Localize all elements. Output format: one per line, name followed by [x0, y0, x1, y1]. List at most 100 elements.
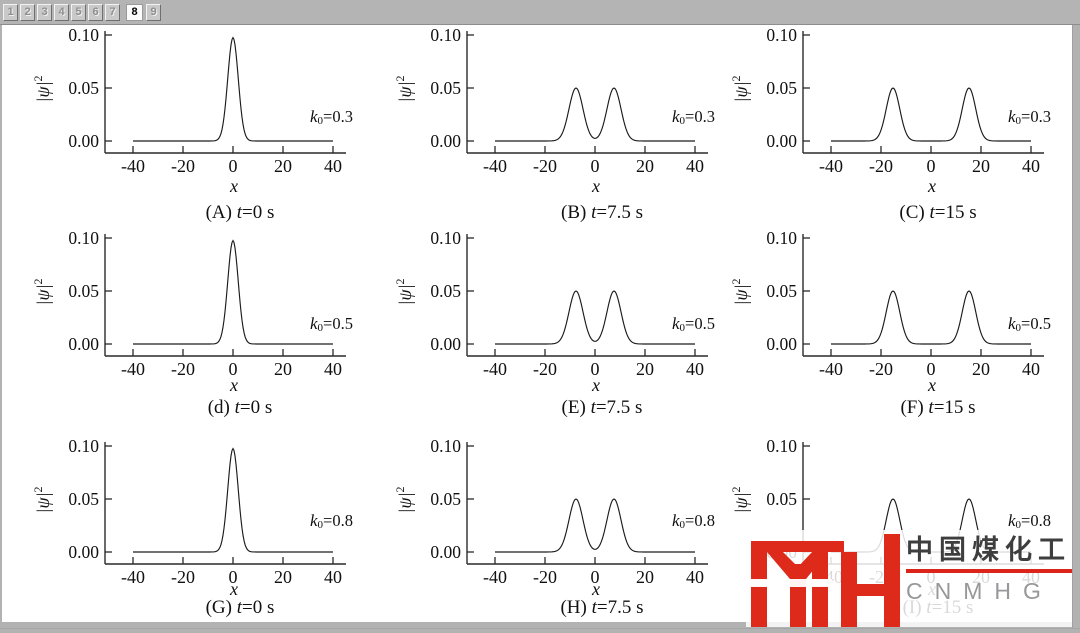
cnmhg-watermark: 中国煤化工 CNMHG	[746, 530, 1078, 627]
subplot-C: 0.00 0.05 0.10 -40 -20 0 20 40 |ψ|2 x (C) t=15 s k0…	[726, 25, 1078, 230]
logo-red-bars	[748, 534, 900, 627]
y-axis-title: |ψ|2	[729, 486, 751, 513]
y-tick-label: 0.10	[68, 436, 99, 456]
x-tick-label: 0	[229, 156, 238, 176]
x-axis-title: x	[591, 579, 600, 599]
y-tick-label: 0.10	[766, 25, 797, 45]
subplot-svg-H: 0.00 0.05 0.10 -40 -20 0 20 40 |ψ|2 x(H) t=7.5 s k…	[393, 436, 715, 618]
subplot-caption: (H) t=7.5 s	[560, 597, 643, 618]
x-tick-label: -40	[121, 567, 145, 587]
x-axis-title: x	[591, 375, 600, 395]
y-tick-label: 0.10	[430, 228, 461, 248]
y-tick-label: 0.10	[766, 436, 797, 456]
watermark-underline	[906, 569, 1078, 573]
y-tick-label: 0.10	[430, 436, 461, 456]
y-tick-label: 0.05	[430, 489, 461, 509]
y-tick-label: 0.05	[766, 78, 797, 98]
x-tick-label: -20	[869, 156, 893, 176]
page-button-1[interactable]: 1	[3, 3, 18, 21]
x-tick-label: -20	[171, 567, 195, 587]
subplot-caption: (G) t=0 s	[206, 597, 275, 618]
subplot-d: 0.00 0.05 0.10 -40 -20 0 20 40 |ψ|2 x (d) t=0 s k0=…	[28, 228, 380, 433]
subplot-svg-d: 0.00 0.05 0.10 -40 -20 0 20 40 |ψ|2 x(d) t=0 s k0=…	[31, 228, 353, 418]
page-button-2[interactable]: 2	[20, 3, 35, 21]
y-axis-title: |ψ|2	[31, 278, 53, 305]
y-tick-label: 0.05	[766, 489, 797, 509]
x-tick-label: 0	[591, 156, 600, 176]
page-content	[2, 25, 1072, 622]
subplot-svg-F: 0.00 0.05 0.10 -40 -20 0 20 40 |ψ|2 x(F) t=15 s k0…	[729, 228, 1051, 418]
subplot-svg-G: 0.00 0.05 0.10 -40 -20 0 20 40 |ψ|2 x(G) t=0 s k0=…	[31, 436, 353, 618]
x-tick-label: 40	[686, 567, 704, 587]
x-tick-label: 20	[274, 359, 292, 379]
y-axis-title: |ψ|2	[729, 75, 751, 102]
x-tick-label: 40	[1022, 156, 1040, 176]
x-tick-label: -20	[533, 359, 557, 379]
x-axis-title: x	[229, 579, 238, 599]
y-tick-label: 0.05	[430, 78, 461, 98]
k0-annotation: k0=0.8	[310, 511, 353, 531]
x-tick-label: -40	[483, 156, 507, 176]
x-tick-label: 20	[972, 359, 990, 379]
wavepacket-curve	[831, 290, 1031, 345]
x-tick-label: -40	[819, 359, 843, 379]
k0-annotation: k0=0.3	[672, 107, 715, 127]
subplot-svg-A: 0.00 0.05 0.10 -40 -20 0 20 40 |ψ|2 x (A) t=0 s k0=…	[31, 25, 353, 223]
subplot-svg-C: 0.00 0.05 0.10 -40 -20 0 20 40 |ψ|2 x (C) t=15 s k0…	[729, 25, 1051, 223]
x-axis-title: x	[229, 375, 238, 395]
cnmhg-text-block: 中国煤化工 CNMHG	[906, 536, 1080, 605]
x-axis-title: x	[229, 176, 238, 196]
k0-annotation: k0=0.8	[1008, 511, 1051, 531]
y-tick-label: 0.00	[766, 334, 797, 354]
page-button-7[interactable]: 7	[105, 3, 120, 21]
page-button-5[interactable]: 5	[71, 3, 86, 21]
page-button-8[interactable]: 8	[126, 3, 143, 21]
y-tick-label: 0.00	[430, 334, 461, 354]
page-button-9[interactable]: 9	[146, 3, 161, 21]
x-tick-label: 40	[324, 567, 342, 587]
k0-annotation: k0=0.3	[310, 107, 353, 127]
x-tick-label: -40	[819, 156, 843, 176]
y-tick-label: 0.00	[68, 542, 99, 562]
x-tick-label: 20	[636, 359, 654, 379]
subplot-caption: (A) t=0 s	[206, 202, 275, 223]
subplot-caption: (B) t=7.5 s	[561, 202, 643, 223]
y-tick-label: 0.00	[766, 131, 797, 151]
x-tick-label: 20	[636, 156, 654, 176]
y-tick-label: 0.00	[430, 542, 461, 562]
page-button-6[interactable]: 6	[88, 3, 103, 21]
subplot-E: 0.00 0.05 0.10 -40 -20 0 20 40 |ψ|2 x (E) t=7.5 s k…	[390, 228, 742, 433]
subplot-F: 0.00 0.05 0.10 -40 -20 0 20 40 |ψ|2 x (F) t=15 s k0…	[726, 228, 1078, 433]
x-tick-label: -40	[483, 567, 507, 587]
y-tick-label: 0.00	[68, 334, 99, 354]
wavepacket-curve	[495, 498, 695, 553]
y-axis-title: |ψ|2	[393, 278, 415, 305]
x-tick-label: -20	[171, 359, 195, 379]
x-tick-label: 40	[686, 359, 704, 379]
wavepacket-curve	[133, 36, 333, 142]
x-tick-label: 40	[324, 156, 342, 176]
frame-left	[0, 25, 2, 633]
x-axis-title: x	[927, 375, 936, 395]
y-tick-label: 0.10	[766, 228, 797, 248]
subplot-G: 0.00 0.05 0.10 -40 -20 0 20 40 |ψ|2 x (G) t=0 s k0=…	[28, 436, 380, 633]
x-tick-label: 40	[324, 359, 342, 379]
subplot-svg-B: 0.00 0.05 0.10 -40 -20 0 20 40 |ψ|2 x (B) t=7.5 s k…	[393, 25, 715, 223]
page-button-4[interactable]: 4	[54, 3, 69, 21]
x-tick-label: 20	[972, 156, 990, 176]
y-tick-label: 0.10	[430, 25, 461, 45]
wavepacket-curve	[133, 239, 333, 345]
x-tick-label: 0	[927, 156, 936, 176]
y-tick-label: 0.05	[68, 281, 99, 301]
subplot-svg-E: 0.00 0.05 0.10 -40 -20 0 20 40 |ψ|2 x(E) t=7.5 s k…	[393, 228, 715, 418]
k0-annotation: k0=0.5	[310, 314, 353, 334]
y-tick-label: 0.05	[68, 78, 99, 98]
page-button-3[interactable]: 3	[37, 3, 52, 21]
watermark-latin-text: CNMHG	[906, 578, 1053, 604]
y-tick-label: 0.05	[68, 489, 99, 509]
x-tick-label: 0	[229, 359, 238, 379]
y-tick-label: 0.10	[68, 25, 99, 45]
wavepacket-curve	[495, 290, 695, 345]
